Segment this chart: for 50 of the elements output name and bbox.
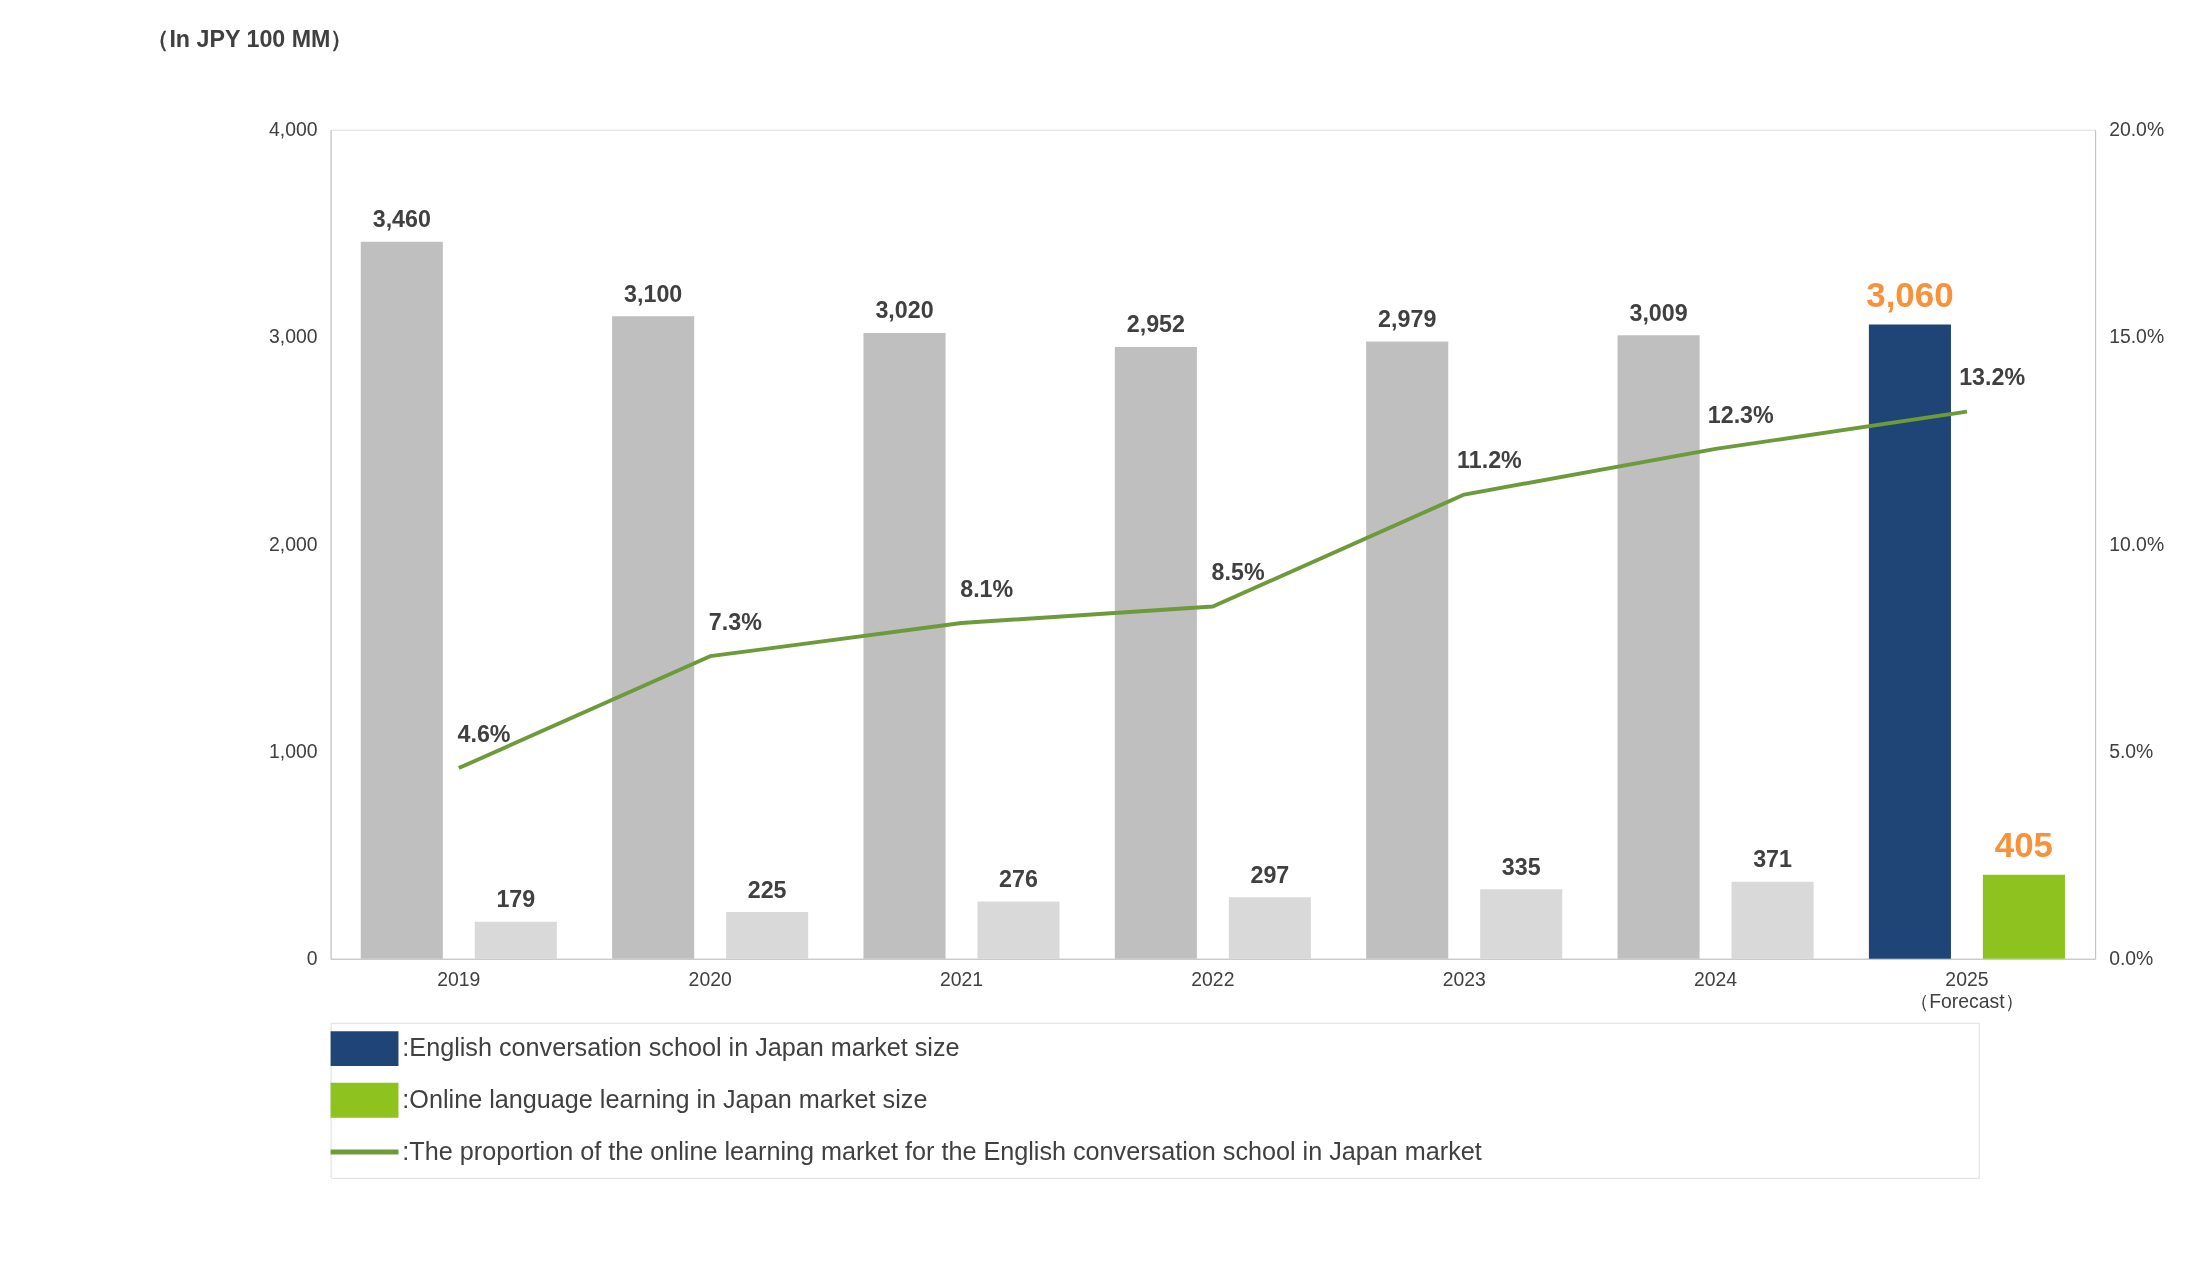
data-label: 371: [1753, 846, 1793, 873]
y-tick-label: 2,000: [269, 532, 318, 555]
data-label: 3,009: [1629, 299, 1688, 326]
x-tick-label: 2019: [437, 968, 481, 991]
data-label: 276: [999, 866, 1038, 893]
data-label: 225: [747, 876, 787, 903]
data-label: 8.5%: [1211, 559, 1265, 586]
data-label: 2,952: [1126, 311, 1185, 338]
data-label: 12.3%: [1707, 401, 1775, 428]
x-tick-label: 2021: [939, 968, 984, 991]
data-label: 7.3%: [708, 609, 763, 636]
y-tick-label: 3,000: [269, 325, 318, 348]
data-label: 2,979: [1378, 305, 1437, 332]
data-label: 405: [1994, 825, 2054, 865]
legend-label: :The proportion of the online learning market for the English conversation school in Japan market: [402, 1136, 1482, 1165]
x-tick-label: 2023: [1442, 968, 1486, 991]
bar: [1982, 874, 2065, 959]
data-label: 11.2%: [1457, 447, 1523, 474]
data-label: 4.6%: [457, 720, 511, 747]
bar: [1228, 897, 1311, 959]
data-label: 335: [1501, 853, 1541, 880]
bar: [1480, 889, 1563, 959]
x-tick-label: 2020: [688, 968, 732, 991]
data-label: 13.2%: [1959, 364, 2026, 391]
legend-label: :English conversation school in Japan market size: [402, 1033, 960, 1062]
data-label: 3,020: [875, 297, 934, 324]
y2-tick-label: 10.0%: [2109, 532, 2165, 555]
y-tick-label: 0: [306, 947, 318, 970]
data-label: 179: [496, 886, 536, 913]
x-tick-label: 2022: [1191, 968, 1235, 991]
y2-tick-label: 15.0%: [2109, 325, 2165, 348]
chart-title: （In JPY 100 MM）: [146, 26, 354, 53]
legend-label: :Online language learning in Japan market size: [402, 1085, 928, 1114]
y-tick-label: 4,000: [269, 118, 318, 141]
x-tick-label: 2025 （Forecast）: [1910, 968, 2024, 1012]
data-label: 3,060: [1866, 275, 1954, 315]
y2-tick-label: 5.0%: [2109, 739, 2154, 762]
bar: [977, 901, 1060, 959]
bar: [1731, 881, 1814, 959]
bar: [474, 921, 557, 959]
bar: [726, 912, 809, 959]
data-label: 3,100: [624, 280, 683, 307]
bar: [1868, 324, 1951, 959]
data-label: 3,460: [372, 206, 431, 233]
y-tick-label: 1,000: [269, 739, 318, 762]
y2-tick-label: 0.0%: [2109, 947, 2154, 970]
x-tick-label: 2024: [1694, 968, 1738, 991]
data-label: 297: [1250, 861, 1290, 888]
y2-tick-label: 20.0%: [2109, 118, 2165, 141]
data-label: 8.1%: [960, 575, 1014, 602]
